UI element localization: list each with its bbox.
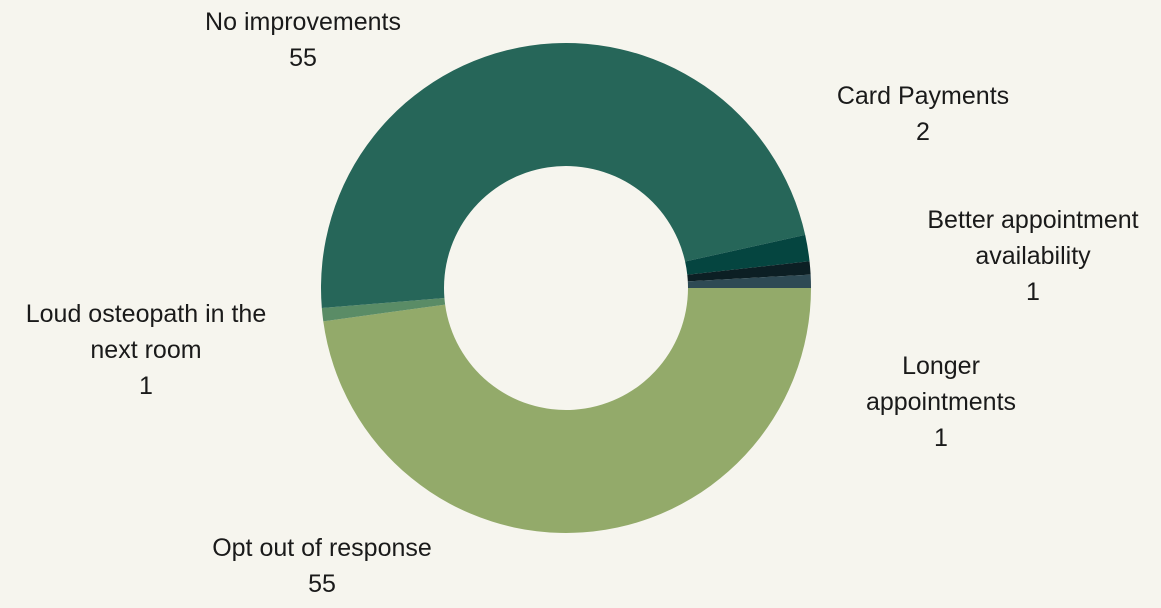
segment-label: Better appointment availability 1	[913, 202, 1153, 310]
category-name: Better appointment availability	[927, 206, 1139, 270]
category-name: Opt out of response	[212, 534, 432, 562]
segment-label: Longer appointments 1	[846, 348, 1036, 456]
segment-label: Loud osteopath in the next room 1	[6, 296, 286, 404]
value-label: 55	[308, 570, 336, 598]
donut-segment	[687, 261, 811, 282]
value-label: 1	[1026, 278, 1040, 306]
category-name: No improvements	[205, 8, 401, 36]
segment-label: Card Payments 2	[803, 78, 1043, 150]
value-label: 1	[139, 372, 153, 400]
donut-segment	[323, 288, 811, 533]
category-name: Longer appointments	[865, 352, 1017, 416]
segment-label: No improvements 55	[138, 4, 468, 76]
donut-segment	[321, 297, 446, 322]
value-label: 55	[289, 44, 317, 72]
donut-segment	[321, 43, 806, 309]
segment-label: Opt out of response 55	[157, 530, 487, 602]
category-name: Loud osteopath in the next room	[25, 300, 267, 364]
donut-segment	[687, 274, 811, 288]
category-name: Card Payments	[836, 82, 1010, 110]
value-label: 1	[934, 424, 948, 452]
donut-segment	[685, 234, 810, 275]
value-label: 2	[916, 118, 930, 146]
